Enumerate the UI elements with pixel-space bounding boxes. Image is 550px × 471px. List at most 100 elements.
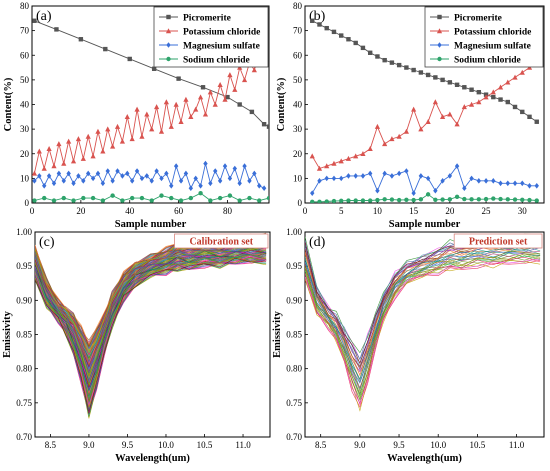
data-point	[324, 175, 329, 182]
data-point	[418, 173, 424, 179]
series-magnesium-sulfate	[32, 160, 267, 192]
data-point	[232, 165, 237, 172]
spectral-curves	[305, 233, 541, 412]
data-point	[367, 198, 373, 203]
data-point	[476, 89, 482, 95]
legend-label: Sodium chloride	[454, 56, 521, 66]
y-tick-label: 0.85	[16, 330, 32, 340]
data-point	[447, 197, 453, 202]
data-point	[149, 198, 154, 203]
data-point	[483, 178, 489, 184]
data-point	[447, 173, 453, 179]
data-point	[32, 198, 37, 203]
data-point	[512, 197, 518, 202]
data-point	[51, 163, 57, 169]
x-tick-label: 25	[482, 206, 492, 216]
data-point	[382, 197, 387, 202]
y-tick-label: 1.00	[16, 227, 32, 237]
legend-label: Picromerite	[454, 14, 502, 24]
y-axis-title: Content(%)	[276, 77, 287, 131]
x-tick-label: 40	[125, 206, 135, 216]
data-point	[324, 25, 329, 31]
y-tick-label: 0.95	[16, 261, 32, 271]
data-point	[110, 178, 115, 184]
data-point	[81, 195, 86, 201]
data-point	[375, 197, 380, 203]
data-point	[51, 180, 57, 187]
y-tick-label: 0.75	[16, 398, 32, 408]
data-point	[324, 199, 329, 203]
data-point	[32, 18, 37, 23]
spectrum-curve	[305, 247, 541, 384]
data-point	[331, 160, 337, 166]
data-point	[213, 168, 218, 174]
y-tick-label: 60	[20, 50, 30, 60]
data-point	[198, 182, 203, 189]
y-axis-title: Emissivity	[272, 310, 283, 357]
data-point	[90, 153, 96, 159]
data-point	[151, 66, 157, 71]
data-point	[360, 45, 366, 51]
spectrum-curve	[305, 250, 541, 389]
data-point	[389, 197, 395, 202]
spectrum-curve	[305, 253, 541, 399]
legend-marker	[437, 42, 442, 48]
data-point	[247, 178, 252, 184]
legend-label: Sodium chloride	[183, 56, 250, 66]
data-point	[90, 195, 96, 201]
data-point	[505, 79, 511, 85]
y-tick-label: 0.70	[16, 432, 32, 442]
data-point	[207, 89, 213, 95]
y-axis-title: Emissivity	[2, 310, 13, 357]
y-tick-label: 0.95	[286, 261, 302, 271]
data-point	[382, 141, 388, 147]
data-point	[134, 168, 140, 174]
data-point	[491, 94, 496, 100]
chart-panel-c: 8.5 9.0 9.5 10.0 10.5 11.0 0.70 0.75 0.80 0.85 0.9…	[2, 227, 271, 464]
data-point	[331, 29, 337, 35]
data-point	[54, 27, 59, 32]
data-point	[51, 198, 57, 203]
spectral-curves	[35, 232, 267, 419]
spectrum-curve	[35, 247, 267, 385]
data-point	[497, 84, 504, 90]
spectrum-curve	[35, 255, 267, 406]
data-point	[198, 190, 203, 196]
data-point	[36, 148, 42, 154]
x-tick-label: 9.0	[354, 440, 366, 450]
y-tick-label: 0.90	[16, 295, 32, 305]
plot-area	[35, 232, 267, 419]
data-point	[176, 76, 181, 81]
data-point	[389, 173, 395, 179]
x-tick-label: 80	[223, 206, 233, 216]
data-point	[418, 70, 424, 75]
x-tick-label: 20	[76, 206, 86, 216]
spectrum-curve	[305, 245, 541, 380]
data-point	[76, 173, 81, 179]
y-tick-label: 10	[293, 173, 303, 183]
data-point	[411, 106, 417, 112]
x-tick-label: 10.5	[197, 440, 213, 450]
data-point	[66, 170, 71, 177]
set-label-text: Prediction set	[469, 237, 528, 248]
data-point	[78, 37, 84, 42]
data-point	[389, 60, 395, 65]
data-point	[396, 62, 402, 68]
data-point	[261, 185, 267, 192]
data-point	[95, 170, 101, 177]
panel-label: (d)	[309, 235, 326, 250]
y-tick-label: 70	[20, 26, 30, 36]
data-point	[105, 168, 110, 174]
data-point	[61, 195, 66, 201]
data-point	[257, 198, 262, 203]
data-point	[360, 150, 366, 156]
data-point	[310, 190, 315, 196]
data-point	[217, 82, 223, 87]
x-tick-label: 20	[445, 206, 455, 216]
data-point	[115, 168, 120, 174]
data-point	[90, 175, 96, 182]
x-tick-label: 10.5	[470, 440, 486, 450]
y-tick-label: 60	[293, 50, 303, 60]
data-point	[257, 182, 262, 189]
spectrum-curve	[35, 259, 267, 411]
